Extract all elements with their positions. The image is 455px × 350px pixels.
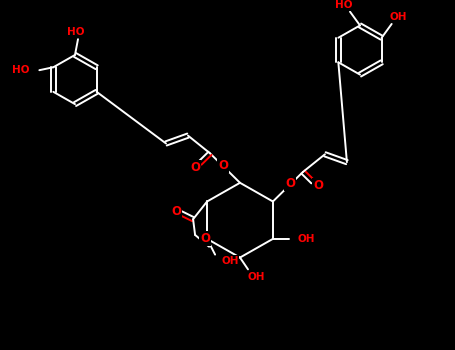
Text: OH: OH	[390, 12, 407, 22]
Text: O: O	[218, 159, 228, 172]
Text: OH: OH	[298, 234, 315, 244]
Text: O: O	[313, 179, 323, 192]
Text: O: O	[171, 205, 181, 218]
Text: O: O	[285, 177, 295, 190]
Text: O: O	[200, 232, 210, 245]
Text: OH: OH	[248, 272, 266, 282]
Text: HO: HO	[12, 65, 30, 75]
Text: HO: HO	[67, 27, 85, 37]
Text: OH: OH	[221, 256, 238, 266]
Text: HO: HO	[335, 0, 353, 10]
Text: O: O	[190, 161, 200, 174]
